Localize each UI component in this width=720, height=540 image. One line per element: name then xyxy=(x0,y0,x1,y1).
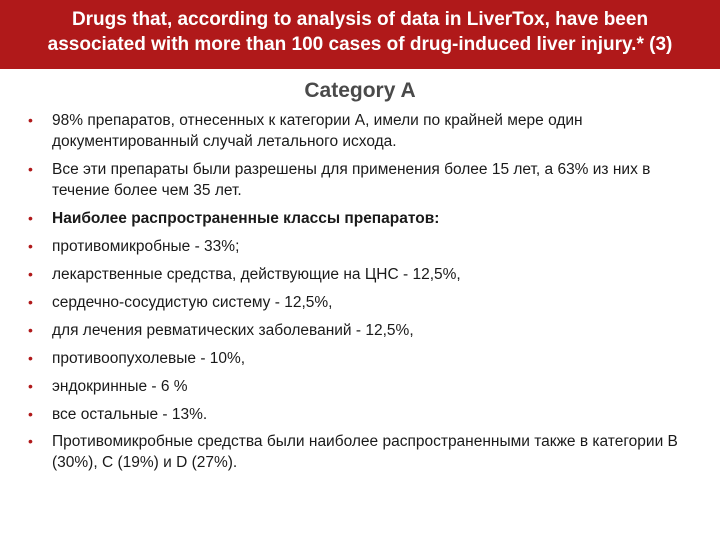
list-item: все остальные - 13%. xyxy=(44,405,696,426)
list-item-text: 98% препаратов, отнесенных к категории A… xyxy=(52,112,583,150)
list-item: для лечения ревматических заболеваний - … xyxy=(44,321,696,342)
list-item: Наиболее распространенные классы препара… xyxy=(44,209,696,230)
list-item: лекарственные средства, действующие на Ц… xyxy=(44,265,696,286)
list-item: сердечно-сосудистую систему - 12,5%, xyxy=(44,293,696,314)
list-item: противоопухолевые - 10%, xyxy=(44,349,696,370)
list-item-text: сердечно-сосудистую систему - 12,5%, xyxy=(52,294,332,311)
list-item-text: противоопухолевые - 10%, xyxy=(52,350,245,367)
list-item: эндокринные - 6 % xyxy=(44,377,696,398)
title-text: Drugs that, according to analysis of dat… xyxy=(48,9,673,55)
list-item-text: Противомикробные средства были наиболее … xyxy=(52,433,678,471)
list-item-text: эндокринные - 6 % xyxy=(52,378,188,395)
title-banner: Drugs that, according to analysis of dat… xyxy=(0,0,720,69)
list-item-text: лекарственные средства, действующие на Ц… xyxy=(52,266,461,283)
list-item-text: противомикробные - 33%; xyxy=(52,238,239,255)
list-item-text: все остальные - 13%. xyxy=(52,406,207,423)
list-item-text: Все эти препараты были разрешены для при… xyxy=(52,161,650,199)
subtitle: Category A xyxy=(0,79,720,103)
list-item: противомикробные - 33%; xyxy=(44,237,696,258)
list-item: 98% препаратов, отнесенных к категории A… xyxy=(44,111,696,153)
content-area: 98% препаратов, отнесенных к категории A… xyxy=(0,111,720,474)
bullet-list: 98% препаратов, отнесенных к категории A… xyxy=(44,111,696,474)
list-item-text: Наиболее распространенные классы препара… xyxy=(52,210,439,227)
list-item: Противомикробные средства были наиболее … xyxy=(44,432,696,474)
list-item: Все эти препараты были разрешены для при… xyxy=(44,160,696,202)
list-item-text: для лечения ревматических заболеваний - … xyxy=(52,322,414,339)
